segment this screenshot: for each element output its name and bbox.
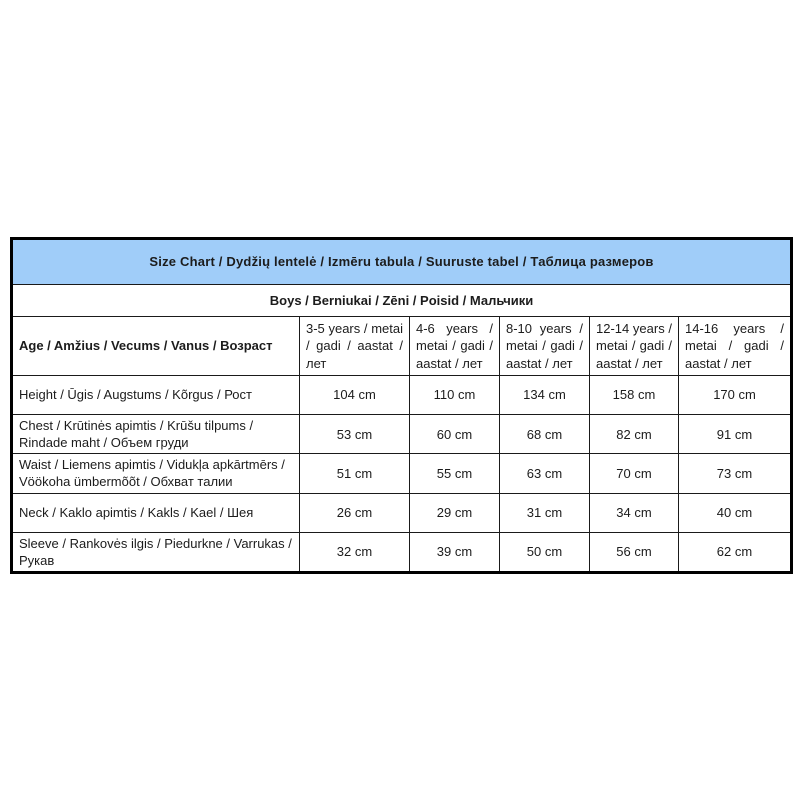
table-title: Size Chart / Dydžių lentelė / Izmēru tab… [10,238,793,285]
value-cell: 51 cm [299,453,410,494]
row-label-chest: Chest / Krūtinės apimtis / Krūšu tilpums… [11,413,300,455]
value-cell: 60 cm [409,413,500,455]
column-header-age-12-14: 12-14 years / metai / gadi / aastat / ле… [589,316,679,376]
size-chart-table: Size Chart / Dydžių lentelė / Izmēru tab… [10,237,794,574]
table-row-neck: Neck / Kaklo apimtis / Kakls / Kael / Ше… [11,492,793,533]
value-cell: 34 cm [589,492,679,533]
table-subtitle: Boys / Berniukai / Zēni / Poisid / Мальч… [10,284,793,317]
table-row-height: Height / Ūgis / Augstums / Kõrgus / Рост… [11,375,793,415]
value-cell: 91 cm [677,413,793,455]
value-cell: 40 cm [677,492,793,533]
table-row-waist: Waist / Liemens apimtis / Vidukļa apkārt… [11,453,793,494]
value-cell: 110 cm [409,375,500,415]
table-row-sleeve: Sleeve / Rankovės ilgis / Piedurkne / Va… [11,531,793,573]
corner-header-age: Age / Amžius / Vecums / Vanus / Возраст [11,316,300,376]
row-label-sleeve: Sleeve / Rankovės ilgis / Piedurkne / Va… [11,531,300,573]
value-cell: 29 cm [409,492,500,533]
value-cell: 39 cm [409,531,500,573]
value-cell: 63 cm [499,453,590,494]
value-cell: 53 cm [299,413,410,455]
value-cell: 26 cm [299,492,410,533]
row-label-height: Height / Ūgis / Augstums / Kõrgus / Рост [11,375,300,415]
value-cell: 134 cm [499,375,590,415]
row-label-waist: Waist / Liemens apimtis / Vidukļa apkārt… [11,453,300,494]
age-header-row: Age / Amžius / Vecums / Vanus / Возраст … [11,316,793,376]
value-cell: 70 cm [589,453,679,494]
value-cell: 56 cm [589,531,679,573]
value-cell: 170 cm [677,375,793,415]
value-cell: 104 cm [299,375,410,415]
table-row-chest: Chest / Krūtinės apimtis / Krūšu tilpums… [11,413,793,455]
value-cell: 68 cm [499,413,590,455]
value-cell: 158 cm [589,375,679,415]
row-label-neck: Neck / Kaklo apimtis / Kakls / Kael / Ше… [11,492,300,533]
value-cell: 73 cm [677,453,793,494]
value-cell: 62 cm [677,531,793,573]
column-header-age-14-16: 14-16 years / metai / gadi / aastat / ле… [677,316,793,376]
value-cell: 82 cm [589,413,679,455]
value-cell: 31 cm [499,492,590,533]
subtitle-row: Boys / Berniukai / Zēni / Poisid / Мальч… [10,284,793,317]
value-cell: 50 cm [499,531,590,573]
column-header-age-3-5: 3-5 years / metai / gadi / aastat / лет [299,316,410,376]
column-header-age-8-10: 8-10 years / metai / gadi / aastat / лет [499,316,590,376]
value-cell: 55 cm [409,453,500,494]
title-row: Size Chart / Dydžių lentelė / Izmēru tab… [10,238,793,285]
column-header-age-4-6: 4-6 years / metai / gadi / aastat / лет [409,316,500,376]
value-cell: 32 cm [299,531,410,573]
